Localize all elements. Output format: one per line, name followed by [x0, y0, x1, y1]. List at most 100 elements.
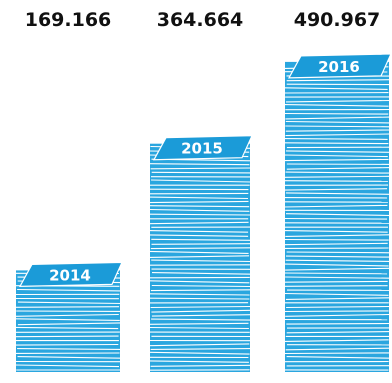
sheet-edge: [283, 87, 388, 90]
sheet-edge: [284, 352, 390, 355]
sheet-edge: [286, 331, 391, 334]
sheet-edge: [149, 280, 250, 284]
sheet-edge: [285, 116, 390, 120]
sheet-edge: [283, 272, 388, 275]
sheet-edge: [148, 230, 249, 233]
sheet-edge: [286, 79, 391, 82]
value-label: 169.166: [25, 9, 112, 31]
category-label: 2014: [49, 266, 91, 284]
sheet-edge: [283, 138, 388, 140]
sheet-edge: [151, 243, 252, 245]
top-sheet-2015: [152, 135, 253, 161]
bar-body-2014: [16, 270, 120, 372]
sheet-edge: [283, 242, 388, 246]
sheet-edge: [285, 99, 391, 103]
sheet-edge: [149, 351, 250, 355]
sheet-edge: [148, 326, 249, 330]
sheet-edge: [149, 163, 250, 166]
sheet-edge: [148, 200, 249, 204]
sheet-edge: [286, 356, 391, 359]
value-label: 490.967: [294, 9, 381, 31]
sheet-edge: [14, 326, 119, 330]
bar-2016: [283, 53, 392, 373]
sheet-edge: [17, 322, 122, 326]
sheet-edge: [286, 251, 391, 254]
bar-2014: [14, 261, 123, 372]
sheet-edge: [17, 288, 122, 292]
category-label: 2015: [181, 140, 223, 158]
sheet-edge: [149, 208, 250, 212]
sheet-edge: [150, 247, 251, 250]
sheet-edge: [149, 213, 251, 216]
bar-body-2015: [150, 143, 250, 372]
sheet-edge: [150, 289, 251, 292]
sheet-edge: [283, 180, 388, 182]
top-sheet-2016: [287, 53, 392, 79]
sheet-edge: [285, 171, 390, 174]
sheet-edge: [151, 272, 253, 275]
sheet-edge: [286, 167, 391, 170]
sheet-edge: [284, 175, 390, 178]
sheet-edge: [151, 284, 252, 288]
chart-marks: [14, 53, 392, 373]
sheet-edge: [284, 104, 389, 107]
sheet-edge: [147, 196, 249, 200]
sheet-edge: [283, 154, 388, 158]
sheet-edge: [286, 322, 391, 325]
value-label: 364.664: [157, 9, 244, 31]
sheet-edge: [17, 301, 122, 305]
sheet-edge: [148, 322, 249, 325]
sheet-edge: [14, 335, 119, 338]
sheet-edge: [149, 205, 250, 208]
sheet-edge: [14, 343, 119, 346]
sheet-edge: [150, 348, 251, 350]
sheet-edge: [151, 309, 252, 313]
sheet-edge: [284, 142, 389, 145]
sheet-edge: [151, 314, 252, 317]
sheet-edge: [14, 364, 120, 368]
sheet-edge: [284, 112, 389, 115]
sheet-edge: [15, 318, 120, 321]
sheet-edge: [148, 234, 249, 237]
sheet-edge: [285, 129, 390, 132]
sheet-edge: [285, 347, 390, 351]
sheet-edge: [150, 305, 251, 309]
sheet-edge: [284, 158, 389, 162]
sheet-edge: [151, 171, 252, 174]
sheet-edge: [150, 167, 251, 170]
sheet-edge: [151, 238, 252, 241]
sheet-edge: [285, 313, 390, 317]
sheet-edge: [15, 306, 120, 308]
chart-labels: 2014 169.166 2015 364.664 2016 490.967: [25, 9, 381, 284]
sheet-edge: [148, 250, 249, 254]
sheet-edge: [285, 276, 390, 279]
sheet-edge: [284, 263, 389, 267]
bar-body-2016: [285, 61, 389, 373]
sheet-edge: [285, 259, 390, 262]
sheet-edge: [149, 293, 250, 296]
sheet-edge: [285, 297, 390, 300]
sheet-edge: [283, 280, 388, 283]
sheet-edge: [150, 179, 252, 183]
sheet-edge: [283, 204, 388, 208]
sheet-edge: [148, 360, 249, 363]
sheet-edge: [285, 125, 390, 128]
sheet-edge: [285, 267, 390, 271]
sheet-edge: [285, 213, 391, 217]
sheet-edge: [285, 192, 390, 195]
sheet-edge: [283, 230, 388, 233]
top-sheet-2014: [18, 261, 123, 288]
sheet-edge: [284, 310, 389, 313]
sheet-edge: [285, 234, 390, 237]
category-label: 2016: [318, 58, 360, 76]
sheet-edge: [285, 255, 391, 258]
sheet-edge: [283, 217, 388, 220]
sheet-edge: [14, 313, 119, 317]
sheet-edge: [150, 364, 251, 367]
sheet-edge: [283, 285, 388, 287]
sheet-edge: [149, 343, 250, 347]
sheet-edge: [284, 292, 389, 296]
sheet-edge: [17, 348, 122, 350]
sheet-edge: [284, 238, 389, 241]
